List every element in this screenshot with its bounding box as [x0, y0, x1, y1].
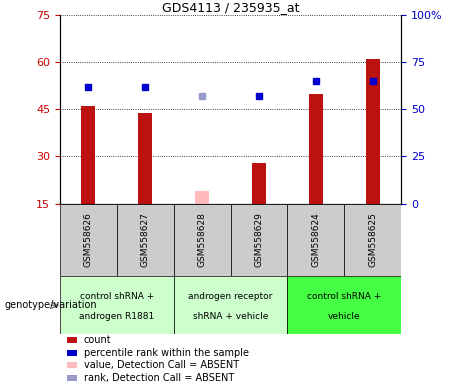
Text: androgen receptor: androgen receptor — [188, 292, 273, 301]
Bar — [174, 276, 287, 334]
Text: GSM558624: GSM558624 — [311, 213, 320, 267]
Bar — [67, 375, 77, 381]
Text: control shRNA +: control shRNA + — [307, 292, 381, 301]
Bar — [287, 276, 401, 334]
Bar — [67, 350, 77, 356]
Bar — [309, 94, 323, 204]
Bar — [60, 204, 117, 276]
Text: vehicle: vehicle — [328, 312, 361, 321]
Bar — [230, 204, 287, 276]
Bar — [81, 106, 95, 204]
Text: GSM558627: GSM558627 — [141, 213, 150, 267]
Text: GSM558626: GSM558626 — [84, 213, 93, 267]
Bar — [67, 337, 77, 343]
Bar — [366, 59, 380, 204]
Text: count: count — [84, 335, 112, 345]
Text: genotype/variation: genotype/variation — [5, 300, 97, 310]
Text: percentile rank within the sample: percentile rank within the sample — [84, 348, 249, 358]
Bar — [344, 204, 401, 276]
Text: androgen R1881: androgen R1881 — [79, 312, 154, 321]
Text: GSM558628: GSM558628 — [198, 213, 207, 267]
Text: control shRNA +: control shRNA + — [80, 292, 154, 301]
Bar — [67, 362, 77, 368]
Bar — [60, 276, 174, 334]
Text: shRNA + vehicle: shRNA + vehicle — [193, 312, 268, 321]
Text: rank, Detection Call = ABSENT: rank, Detection Call = ABSENT — [84, 373, 234, 383]
Bar — [287, 204, 344, 276]
Bar — [252, 163, 266, 204]
Bar — [174, 204, 230, 276]
Bar — [117, 204, 174, 276]
Bar — [195, 191, 209, 204]
Text: GSM558625: GSM558625 — [368, 213, 377, 267]
Text: value, Detection Call = ABSENT: value, Detection Call = ABSENT — [84, 360, 239, 370]
Title: GDS4113 / 235935_at: GDS4113 / 235935_at — [162, 1, 299, 14]
Bar — [138, 113, 152, 204]
Text: GSM558629: GSM558629 — [254, 213, 263, 267]
